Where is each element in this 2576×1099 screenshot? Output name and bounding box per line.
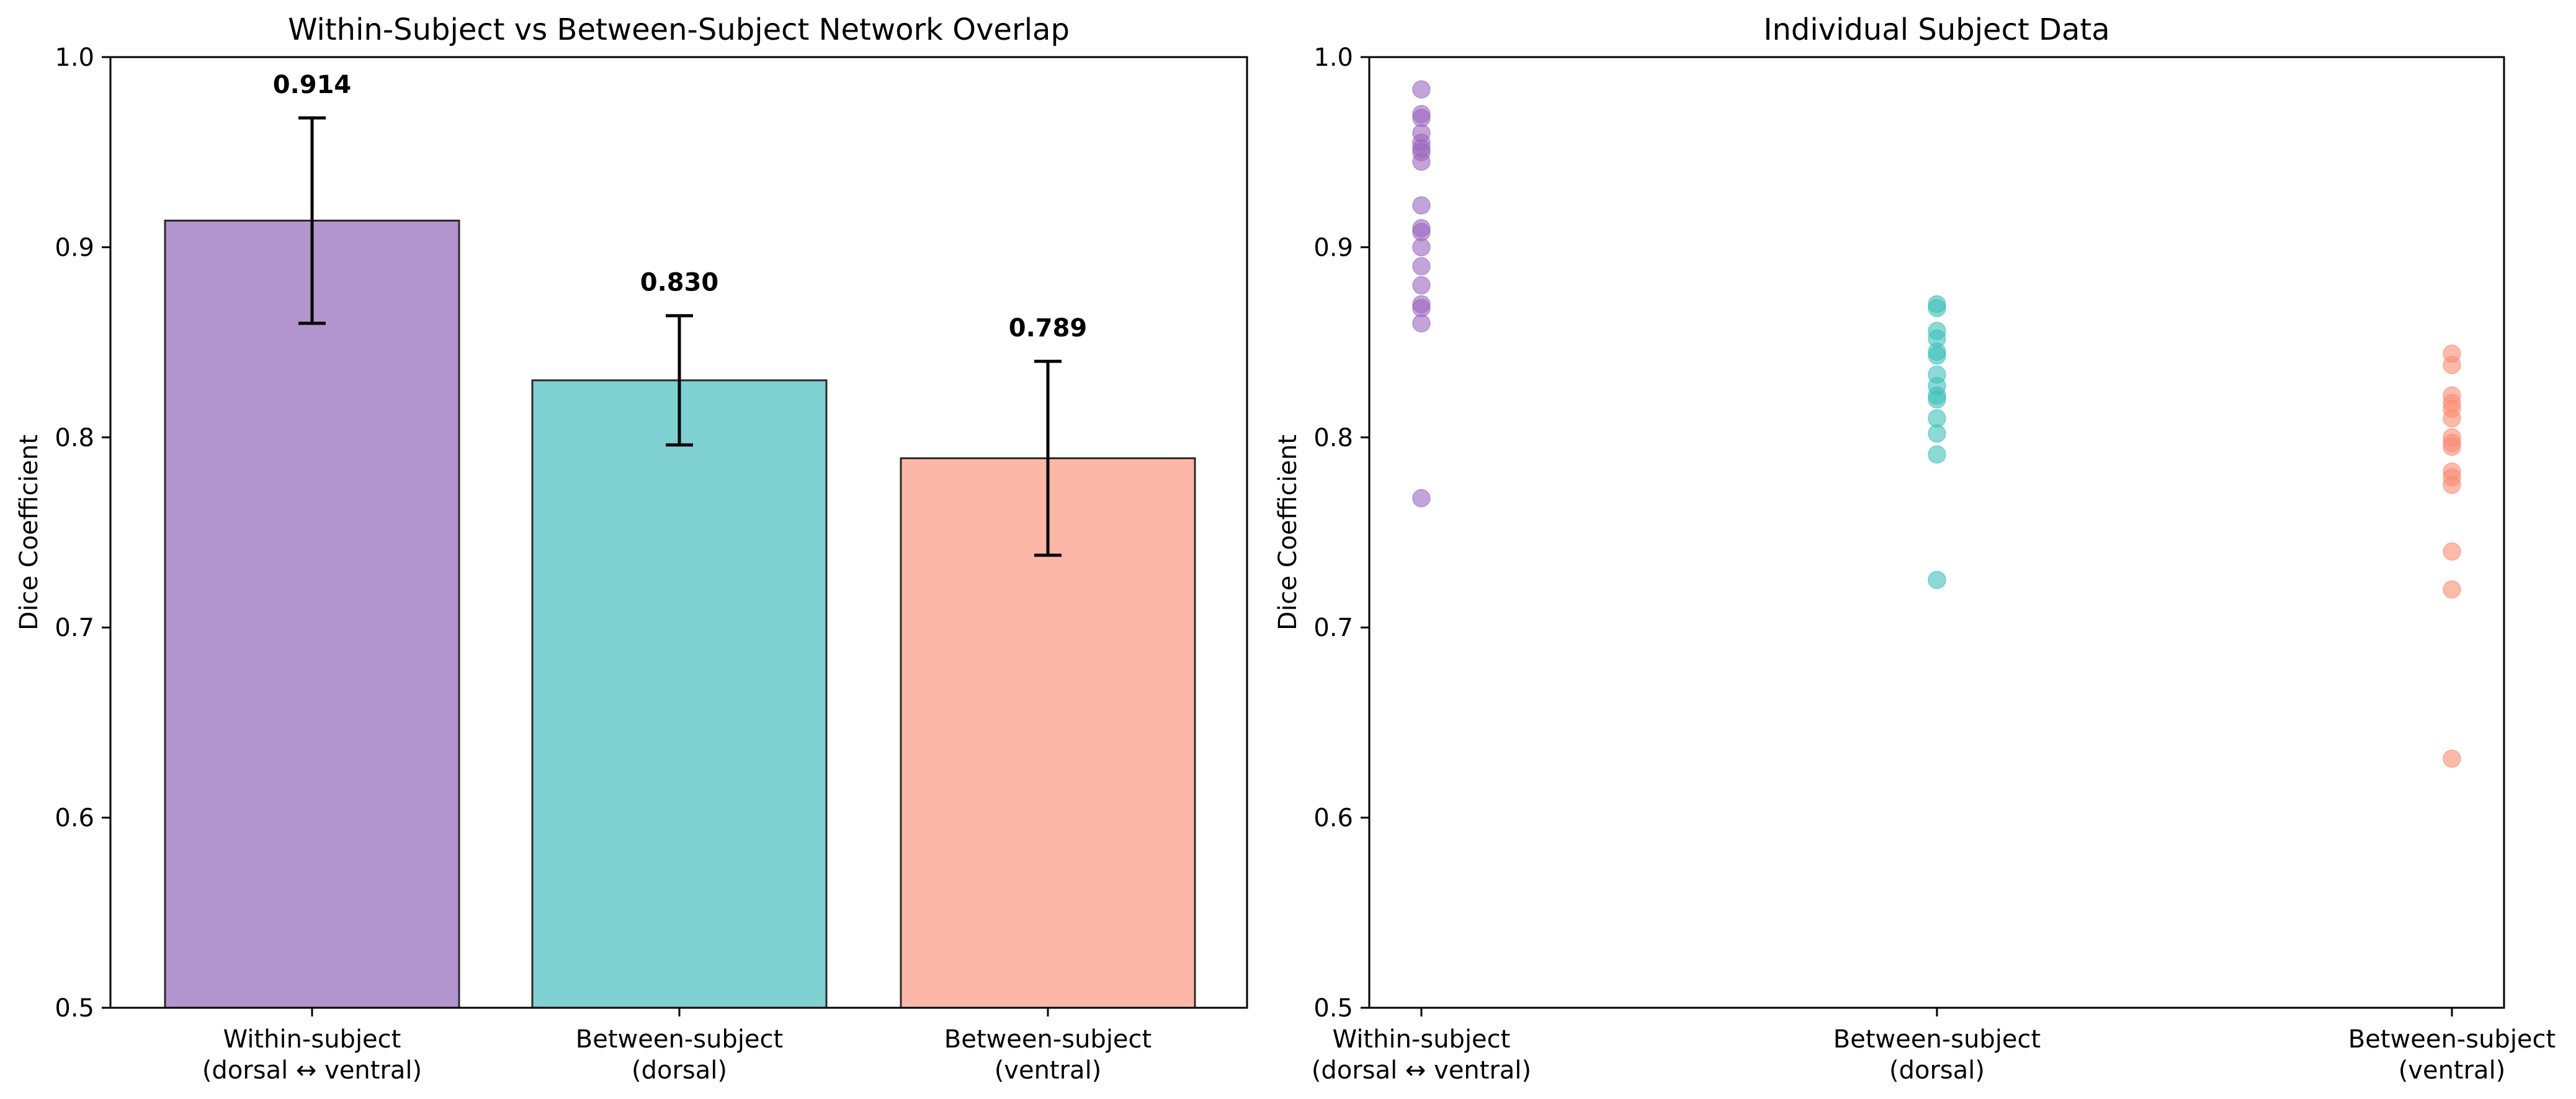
- bar-2: [531, 379, 828, 1009]
- scatter-point-3-15: [2443, 749, 2461, 768]
- scatter-point-3-13: [2443, 542, 2461, 561]
- bar-value-label-1: 0.914: [273, 71, 352, 99]
- scatter-point-3-6: [2443, 409, 2461, 428]
- x-tick-label: (ventral): [995, 1056, 1102, 1085]
- scatter-point-1-17: [1412, 314, 1431, 333]
- y-tick-label: 0.9: [55, 233, 94, 262]
- bar-value-label-2: 0.830: [640, 269, 719, 297]
- y-tick-label: 0.8: [1313, 424, 1353, 452]
- scatter-chart-panel: 0.5 0.6 0.7 0.8 0.9 1.0 Within-subject(dorsal …: [1274, 12, 2556, 1085]
- scatter-point-2-13: [1928, 445, 1946, 464]
- x-tick-label: (dorsal): [1889, 1056, 1985, 1085]
- scatter-point-3-14: [2443, 580, 2461, 599]
- x-tick-label: Within-subject: [1333, 1025, 1511, 1054]
- y-axis-label: Dice Coefficient: [1274, 434, 1302, 630]
- x-tick-label: Between-subject: [1833, 1025, 2041, 1054]
- chart-title: Within-Subject vs Between-Subject Networ…: [288, 12, 1070, 47]
- scatter-point-1-14: [1412, 276, 1431, 295]
- y-tick-label: 0.9: [1313, 233, 1353, 262]
- scatter-point-1-1: [1412, 80, 1431, 99]
- y-tick-label: 0.7: [1313, 614, 1353, 642]
- scatter-point-2-12: [1928, 424, 1946, 443]
- scatter-point-2-6: [1928, 346, 1946, 365]
- scatter-point-2-14: [1928, 570, 1946, 590]
- y-tick-label: 1.0: [55, 43, 94, 72]
- scatter-point-1-12: [1412, 238, 1431, 257]
- x-tick-label: (ventral): [2399, 1056, 2506, 1085]
- x-tick-label: (dorsal): [632, 1056, 727, 1085]
- bar-value-label-3: 0.789: [1009, 314, 1088, 343]
- x-tick-label: (dorsal ↔ ventral): [1312, 1056, 1531, 1085]
- scatter-point-3-12: [2443, 475, 2461, 495]
- scatter-point-1-9: [1412, 196, 1431, 215]
- scatter-point-1-13: [1412, 257, 1431, 276]
- y-tick-label: 0.7: [55, 614, 94, 642]
- scatter-point-3-2: [2443, 356, 2461, 375]
- y-axis-label: Dice Coefficient: [15, 434, 43, 630]
- x-tick-label: Within-subject: [223, 1025, 401, 1054]
- bar-1: [164, 220, 460, 1009]
- scatter-point-2-10: [1928, 390, 1946, 409]
- y-tick-label: 0.5: [55, 994, 94, 1023]
- x-tick-label: (dorsal ↔ ventral): [202, 1056, 422, 1085]
- plot-frame: [1368, 56, 2505, 1009]
- scatter-point-1-18: [1412, 489, 1431, 508]
- scatter-point-1-8: [1412, 152, 1431, 171]
- y-tick-label: 0.8: [55, 424, 94, 452]
- y-tick-label: 1.0: [1313, 43, 1353, 72]
- y-tick-label: 0.5: [1313, 994, 1353, 1023]
- bar-chart-panel: 0.914 0.830 0.789 0.5 0.6 0.7 0.8 0.9 1.0 Within-…: [15, 12, 1248, 1085]
- y-tick-label: 0.6: [1313, 804, 1353, 833]
- x-tick-label: Between-subject: [944, 1025, 1152, 1054]
- scatter-point-3-9: [2443, 437, 2461, 456]
- x-tick-label: Between-subject: [576, 1025, 783, 1054]
- x-tick-label: Between-subject: [2348, 1025, 2556, 1054]
- chart-title: Individual Subject Data: [1763, 12, 2109, 47]
- y-tick-label: 0.6: [55, 804, 94, 833]
- scatter-point-2-2: [1928, 298, 1946, 318]
